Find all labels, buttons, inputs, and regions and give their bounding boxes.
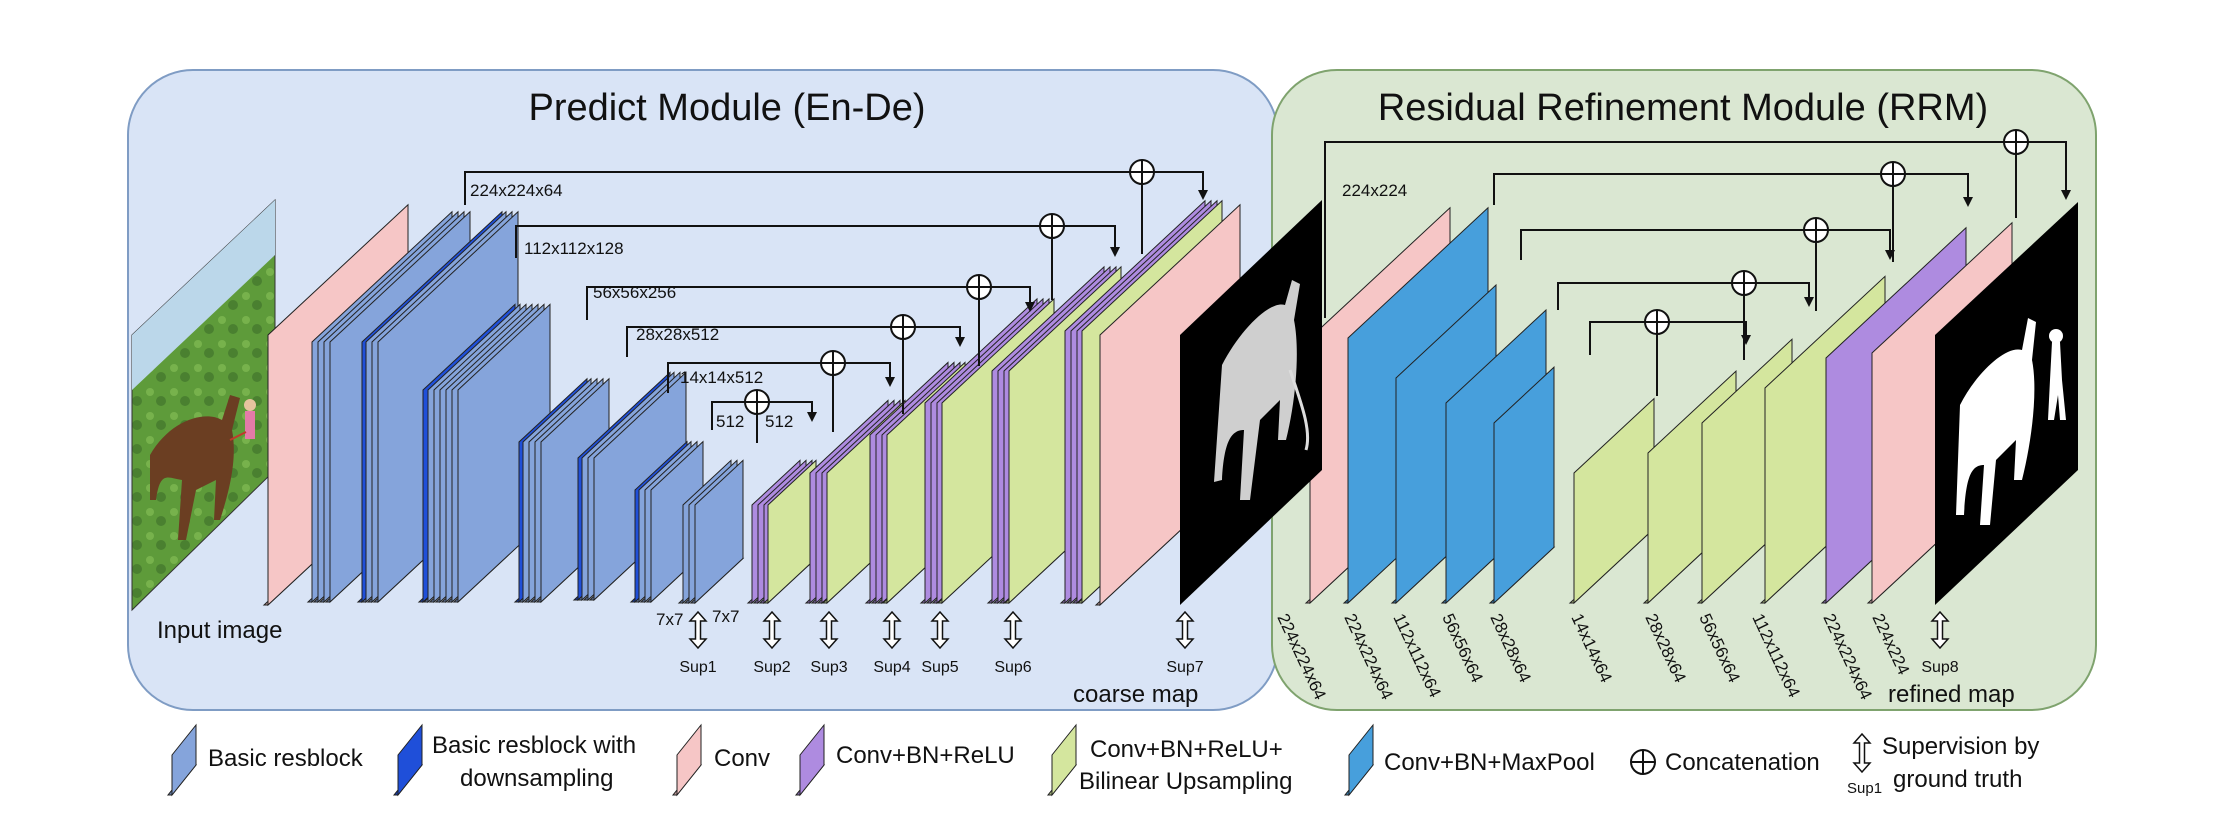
concatenation-icon <box>1880 161 1906 187</box>
supervision-label: Sup2 <box>753 659 790 676</box>
legend-swatch <box>1046 723 1078 797</box>
legend-supervision-2: ground truth <box>1893 766 2022 793</box>
supervision-arrow-icon <box>1003 610 1023 650</box>
legend-conv-bn-relu-up-2: Bilinear Upsampling <box>1079 768 1292 795</box>
legend-swatch <box>671 723 703 797</box>
input-image-label: Input image <box>157 617 282 644</box>
supervision-label: Sup6 <box>994 659 1031 676</box>
legend-supervision-1: Supervision by <box>1882 733 2039 760</box>
legend-swatch <box>392 723 424 797</box>
supervision-label: Sup4 <box>873 659 910 676</box>
basic-resblock-block <box>689 459 745 605</box>
conv-bn-maxpool-block <box>1488 366 1556 605</box>
supervision-arrow-icon <box>1930 610 1950 650</box>
legend-basic-resblock: Basic resblock <box>208 745 364 772</box>
supervision-label: Sup1 <box>679 659 716 676</box>
supervision-arrow-icon <box>1852 732 1872 774</box>
concatenation-icon <box>890 314 916 340</box>
coarse-map <box>1180 200 1322 605</box>
supervision-markers: Sup1 Sup2 Sup3 Sup4 Sup5 Sup6 Sup7 Sup8 <box>679 610 1959 676</box>
concatenation-icon <box>966 274 992 300</box>
dim-label-512-b: 512 <box>765 412 793 431</box>
dim-label-14: 14x14x512 <box>680 368 763 387</box>
concatenation-symbols <box>744 129 2029 415</box>
supervision-label: Sup5 <box>921 659 958 676</box>
legend-swatch <box>166 723 198 797</box>
legend-conv-bn-relu-up-1: Conv+BN+ReLU+ <box>1090 736 1283 763</box>
refined-map <box>1935 202 2078 605</box>
supervision-label: Sup8 <box>1921 659 1958 676</box>
supervision-label: Sup3 <box>810 659 847 676</box>
rrm-top-dim: 224x224 <box>1342 181 1407 200</box>
refined-map-label: refined map <box>1888 681 2015 708</box>
supervision-arrow-icon <box>930 610 950 650</box>
concatenation-icon <box>2003 129 2029 155</box>
legend: Basic resblock Basic resblock with downs… <box>166 723 2039 797</box>
supervision-label: Sup7 <box>1166 659 1203 676</box>
dim-label-28: 28x28x512 <box>636 325 719 344</box>
supervision-arrow-icon <box>688 610 708 650</box>
legend-concatenation: Concatenation <box>1665 749 1820 776</box>
input-image <box>131 198 276 612</box>
concatenation-icon <box>1644 309 1670 335</box>
supervision-arrow-icon <box>882 610 902 650</box>
legend-swatch <box>1343 723 1375 797</box>
coarse-map-label: coarse map <box>1073 681 1198 708</box>
dim-label-512-a: 512 <box>716 412 744 431</box>
concatenation-icon <box>1039 213 1065 239</box>
concatenation-icon <box>1129 159 1155 185</box>
dim-label-224: 224x224x64 <box>470 181 563 200</box>
legend-conv: Conv <box>714 745 770 772</box>
supervision-arrow-icon <box>1175 610 1195 650</box>
predict-module-title: Predict Module (En-De) <box>528 87 925 129</box>
dim-label-56: 56x56x256 <box>593 283 676 302</box>
rrm-title: Residual Refinement Module (RRM) <box>1378 87 1988 129</box>
concatenation-icon <box>820 350 846 376</box>
concatenation-icon <box>1731 270 1757 296</box>
concatenation-icon <box>744 389 770 415</box>
legend-supervision-icon-label: Sup1 <box>1847 780 1882 797</box>
supervision-arrow-icon <box>762 610 782 650</box>
legend-basic-resblock-down-1: Basic resblock with <box>432 732 636 759</box>
predict-skip-connections <box>464 171 1208 443</box>
dim-label-7x7-a: 7x7 <box>656 610 683 629</box>
legend-conv-bn-maxpool: Conv+BN+MaxPool <box>1384 749 1595 776</box>
dim-label-112: 112x112x128 <box>524 239 624 258</box>
dim-label-7x7-b: 7x7 <box>712 607 739 626</box>
legend-basic-resblock-down-2: downsampling <box>460 765 613 792</box>
supervision-arrow-icon <box>819 610 839 650</box>
legend-conv-bn-relu: Conv+BN+ReLU <box>836 742 1015 769</box>
legend-swatch <box>794 723 826 797</box>
legend-concatenation-icon <box>1630 749 1656 775</box>
concatenation-icon <box>1803 217 1829 243</box>
conv-bn-relu-up-block <box>762 459 818 605</box>
